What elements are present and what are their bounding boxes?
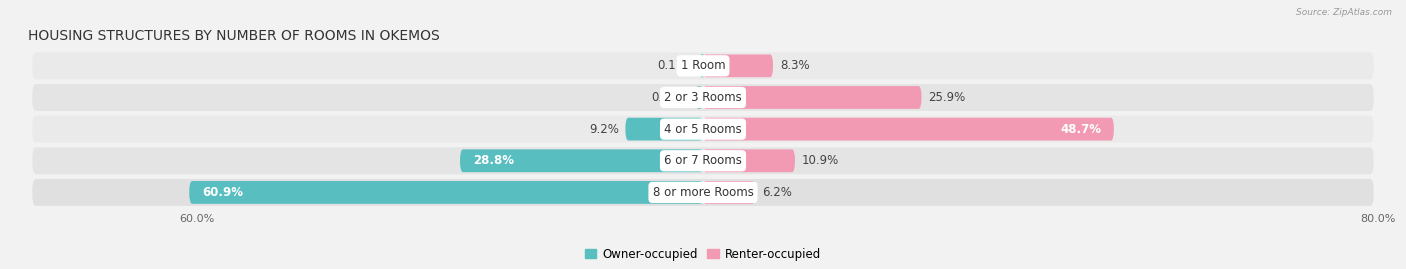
Text: 1 Room: 1 Room (681, 59, 725, 72)
Text: 10.9%: 10.9% (801, 154, 839, 167)
Text: 8.3%: 8.3% (780, 59, 810, 72)
FancyBboxPatch shape (626, 118, 703, 140)
Text: 8 or more Rooms: 8 or more Rooms (652, 186, 754, 199)
Text: 9.2%: 9.2% (589, 123, 619, 136)
FancyBboxPatch shape (703, 86, 921, 109)
FancyBboxPatch shape (703, 181, 755, 204)
Text: HOUSING STRUCTURES BY NUMBER OF ROOMS IN OKEMOS: HOUSING STRUCTURES BY NUMBER OF ROOMS IN… (28, 29, 440, 43)
Text: 0.91%: 0.91% (651, 91, 689, 104)
FancyBboxPatch shape (703, 149, 794, 172)
Text: 0.17%: 0.17% (658, 59, 695, 72)
Text: 6.2%: 6.2% (762, 186, 792, 199)
Text: 2 or 3 Rooms: 2 or 3 Rooms (664, 91, 742, 104)
Text: 48.7%: 48.7% (1060, 123, 1101, 136)
Text: 6 or 7 Rooms: 6 or 7 Rooms (664, 154, 742, 167)
FancyBboxPatch shape (32, 116, 1374, 143)
Text: 60.9%: 60.9% (202, 186, 243, 199)
FancyBboxPatch shape (696, 86, 703, 109)
FancyBboxPatch shape (703, 118, 1114, 140)
FancyBboxPatch shape (32, 179, 1374, 206)
Text: 28.8%: 28.8% (472, 154, 513, 167)
Text: 25.9%: 25.9% (928, 91, 966, 104)
Legend: Owner-occupied, Renter-occupied: Owner-occupied, Renter-occupied (579, 243, 827, 265)
FancyBboxPatch shape (32, 147, 1374, 174)
FancyBboxPatch shape (703, 54, 773, 77)
FancyBboxPatch shape (460, 149, 703, 172)
FancyBboxPatch shape (32, 84, 1374, 111)
Text: 4 or 5 Rooms: 4 or 5 Rooms (664, 123, 742, 136)
FancyBboxPatch shape (190, 181, 703, 204)
Text: Source: ZipAtlas.com: Source: ZipAtlas.com (1296, 8, 1392, 17)
FancyBboxPatch shape (32, 52, 1374, 79)
FancyBboxPatch shape (700, 54, 704, 77)
